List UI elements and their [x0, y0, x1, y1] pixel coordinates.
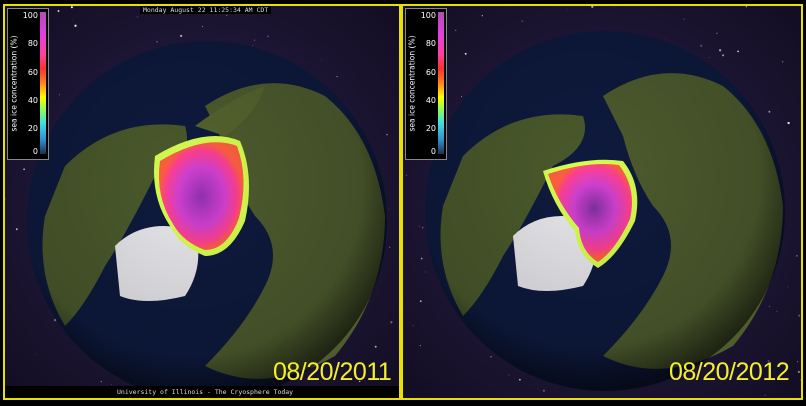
star	[420, 257, 423, 260]
star	[74, 24, 77, 27]
star	[70, 6, 73, 9]
colorbar-tick: 60	[27, 68, 38, 77]
star	[136, 16, 138, 18]
star	[156, 41, 158, 43]
star	[72, 20, 73, 22]
star	[15, 228, 18, 231]
star	[389, 246, 391, 248]
star	[767, 360, 770, 362]
star	[111, 384, 113, 386]
star	[683, 18, 685, 20]
star	[708, 57, 710, 58]
star	[419, 300, 422, 303]
star	[23, 168, 26, 171]
star	[386, 134, 388, 136]
star	[424, 271, 427, 273]
star	[542, 389, 546, 392]
star	[359, 380, 361, 383]
colorbar: sea ice concentration (%) 100 80 60 40 2…	[7, 8, 49, 160]
star	[253, 39, 256, 41]
colorbar-tick: 0	[430, 147, 436, 156]
star	[700, 44, 703, 47]
star	[718, 49, 722, 52]
star	[782, 61, 784, 63]
star	[388, 209, 390, 211]
star	[737, 50, 739, 53]
colorbar-tick: 100	[420, 11, 436, 20]
star	[768, 305, 770, 307]
star	[418, 225, 420, 227]
colorbar-title: sea ice concentration (%)	[9, 35, 19, 132]
timestamp: Monday August 22 11:25:34 AM CDT	[140, 6, 272, 14]
star	[455, 29, 457, 31]
star	[374, 345, 377, 348]
star	[796, 361, 799, 363]
star	[776, 310, 778, 312]
star	[800, 379, 801, 382]
star	[390, 321, 393, 324]
globe-shading	[425, 31, 785, 391]
star	[508, 374, 510, 376]
map-panel-2011: Monday August 22 11:25:34 AM CDT sea ice…	[3, 4, 401, 400]
star	[722, 54, 725, 57]
map-panel-2012: sea ice concentration (%) 100 80 60 40 2…	[401, 4, 803, 400]
star	[412, 324, 414, 326]
colorbar-tick: 60	[425, 68, 436, 77]
star	[336, 75, 338, 78]
star	[745, 6, 748, 8]
star	[226, 14, 228, 17]
star	[716, 32, 718, 35]
colorbar: sea ice concentration (%) 100 80 60 40 2…	[405, 8, 447, 160]
colorbar-tick: 80	[27, 39, 38, 48]
date-label: 08/20/2011	[273, 358, 392, 386]
colorbar-tick: 40	[425, 96, 436, 105]
globe-2012	[405, 6, 801, 396]
star	[53, 318, 57, 322]
star	[591, 6, 594, 8]
star	[252, 45, 254, 46]
date-label: 08/20/2012	[669, 358, 790, 386]
star	[202, 26, 204, 28]
globe-2011	[5, 6, 393, 398]
star	[320, 59, 322, 61]
star	[566, 9, 568, 10]
colorbar-title: sea ice concentration (%)	[407, 35, 417, 132]
star	[796, 255, 798, 257]
star	[35, 354, 37, 356]
star	[787, 286, 789, 288]
star	[764, 394, 766, 396]
colorbar-tick: 20	[425, 124, 436, 133]
star	[405, 174, 408, 177]
star	[422, 227, 424, 229]
star	[519, 378, 521, 381]
star	[5, 198, 6, 200]
colorbar-gradient	[438, 12, 444, 154]
star	[267, 35, 269, 38]
colorbar-tick: 20	[27, 124, 38, 133]
star	[179, 34, 183, 38]
colorbar-tick: 40	[27, 96, 38, 105]
colorbar-tick: 0	[32, 147, 38, 156]
star	[419, 344, 422, 347]
star	[461, 96, 463, 98]
colorbar-gradient	[40, 12, 46, 154]
colorbar-tick: 80	[425, 39, 436, 48]
star	[787, 121, 790, 125]
star	[768, 110, 771, 113]
star	[100, 381, 102, 383]
star	[490, 356, 492, 358]
star	[58, 93, 61, 96]
globe-shading	[27, 41, 387, 398]
star	[665, 38, 666, 39]
star	[57, 10, 60, 12]
star	[521, 20, 524, 23]
star	[798, 314, 801, 317]
credit: University of Illinois - The Cryosphere …	[5, 386, 399, 398]
colorbar-tick: 100	[22, 11, 38, 20]
star	[797, 370, 801, 374]
star	[481, 15, 483, 17]
star	[464, 52, 467, 55]
